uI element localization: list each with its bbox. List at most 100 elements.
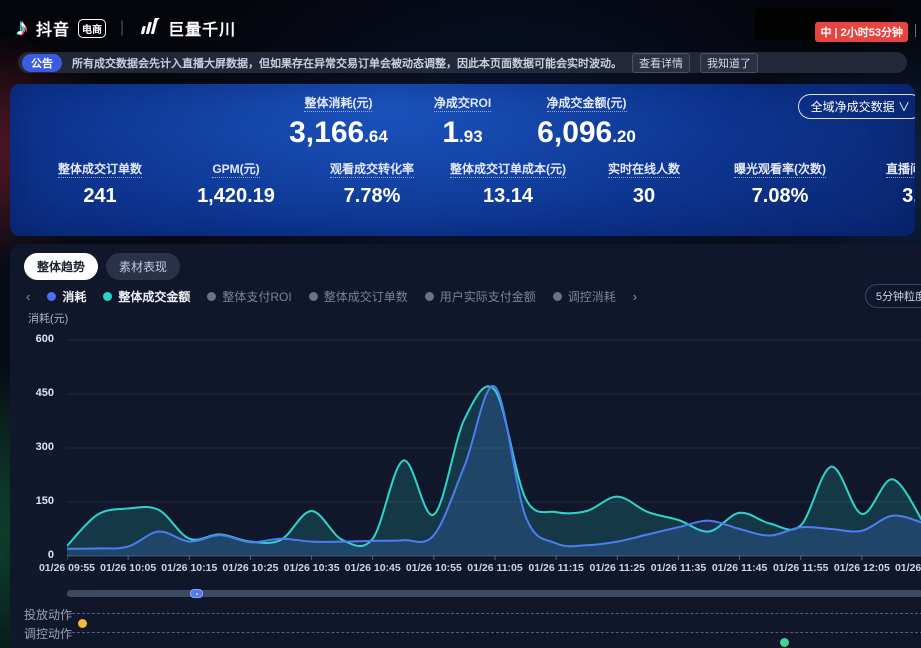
x-axis-tick-label: 01/26 11:55	[772, 562, 829, 574]
stat-label-text: 净成交金额(元)	[546, 96, 627, 112]
stat-value: 1.93	[434, 117, 491, 153]
secondary-stat: GPM(元) 1,420.19	[168, 160, 304, 208]
legend-next-icon[interactable]: ›	[632, 288, 638, 304]
y-axis-tick-label: 150	[35, 495, 54, 507]
granularity-selector[interactable]: 5分钟粒度	[864, 284, 921, 308]
legend-item-label: 用户实际支付金额	[439, 290, 536, 304]
stat-label: 观看成交转化率	[304, 160, 440, 178]
stat-value: 241	[83, 185, 117, 207]
douyin-wordmark: 抖音	[36, 22, 71, 39]
legend-item-label: 消耗	[62, 290, 87, 304]
live-duration-badge: 中 | 2小时53分钟	[815, 22, 908, 42]
legend-item[interactable]: 调控消耗	[552, 288, 616, 305]
stat-label: 整体成交订单数	[32, 160, 168, 178]
line-chart	[67, 334, 921, 566]
legend-dot-icon	[47, 292, 57, 301]
legend-dot-icon	[308, 292, 318, 301]
action-event-dot[interactable]	[780, 638, 790, 647]
stat-label-text: 整体成交订单数	[57, 162, 142, 178]
stat-label: GPM(元)	[168, 160, 304, 178]
action-event-dot[interactable]	[78, 619, 88, 628]
legend-dot-icon	[552, 292, 562, 301]
stat-label: 曝光观看率(次数)	[712, 160, 848, 178]
stat-label-text: 整体消耗(元)	[304, 96, 373, 112]
legend-dot-icon	[424, 292, 434, 301]
legend-row: ‹ 消耗 整体成交金额 整体支付ROI 整体成交订单数 用户实际支付金额 调控消耗 ›	[26, 288, 831, 305]
y-axis-tick-label: 600	[35, 333, 54, 345]
top-header: ♪ 抖音 电商 | 巨量千川 中 | 2小时53分钟	[0, 0, 921, 50]
legend-item[interactable]: 整体成交订单数	[308, 288, 408, 305]
action-dashed-line	[67, 613, 921, 628]
stat-value: 1,420.19	[197, 185, 275, 207]
stat-label-text: 直播间整体	[885, 162, 915, 178]
stat-label-text: 整体成交订单成本(元)	[450, 162, 566, 178]
ecommerce-badge: 电商	[78, 18, 107, 38]
stat-label: 净成交ROI	[433, 94, 492, 112]
scrollbar-handle[interactable]	[190, 589, 204, 598]
primary-stats-row: 整体消耗(元) 3,166.64 净成交ROI 1.93 净成交金额(元) 6,096.2…	[10, 94, 915, 153]
primary-stat: 净成交金额(元) 6,096.20	[537, 94, 636, 153]
stat-label-text: 观看成交转化率	[329, 162, 414, 178]
view-details-button[interactable]: 查看详情	[632, 52, 690, 73]
legend-item[interactable]: 用户实际支付金额	[424, 288, 536, 305]
stat-value: 13.14	[482, 185, 534, 207]
legend-items: 消耗 整体成交金额 整体支付ROI 整体成交订单数 用户实际支付金额 调控消耗	[47, 288, 616, 305]
stat-label-text: 净成交ROI	[433, 96, 492, 112]
action-row-1: 投放动作	[10, 604, 921, 628]
legend-item[interactable]: 消耗	[47, 288, 86, 305]
stat-label: 整体消耗(元)	[289, 94, 388, 112]
action-dashed-line	[67, 632, 921, 647]
trend-panel: 整体趋势 素材表现 ‹ 消耗 整体成交金额 整体支付ROI 整体成交订单数 用户实际支付金…	[10, 244, 921, 648]
stat-label: 直播间整体	[848, 160, 915, 178]
secondary-stat: 整体成交订单数 241	[32, 160, 168, 208]
stat-value: 6,096.20	[537, 117, 636, 153]
header-divider	[915, 24, 916, 37]
x-axis-tick-label: 01/26 09:55	[38, 562, 96, 574]
stat-label-text: 实时在线人数	[607, 162, 680, 178]
x-axis-tick-label: 01/26 11:45	[711, 562, 768, 574]
stat-value: 7.08%	[751, 185, 809, 207]
x-axis-tick-label: 01/26 10:05	[100, 562, 157, 574]
trend-tabs: 整体趋势 素材表现	[24, 253, 181, 280]
x-axis-tick-label: 01/26 11:05	[467, 562, 523, 574]
legend-item-label: 整体成交金额	[118, 290, 191, 304]
action-row-2: 调控动作	[10, 623, 921, 647]
primary-stat: 整体消耗(元) 3,166.64	[289, 94, 388, 153]
announcement-bar: 公告 所有成交数据会先计入直播大屏数据，但如果存在异常交易订单会被动态调整，因此…	[18, 52, 907, 73]
x-axis-tick-label: 01/26 10:45	[344, 562, 401, 574]
chart-scrollbar[interactable]	[67, 589, 921, 598]
stat-label: 整体成交订单成本(元)	[440, 160, 576, 178]
legend-item-label: 调控消耗	[567, 290, 616, 304]
tab-inactive[interactable]: 素材表现	[106, 253, 181, 280]
secondary-stat: 直播间整体 3,0	[848, 160, 915, 208]
legend-item[interactable]: 整体成交金额	[103, 288, 190, 305]
brand-area: ♪ 抖音 电商 | 巨量千川	[16, 16, 236, 40]
x-axis-tick-label: 01/26 10:25	[222, 562, 279, 574]
announcement-badge: 公告	[22, 53, 62, 72]
action-row-label: 投放动作	[24, 608, 73, 622]
stat-label-text: 曝光观看率(次数)	[734, 162, 826, 178]
x-axis-tick-label: 01/26 11:25	[589, 562, 646, 574]
announcement-text: 所有成交数据会先计入直播大屏数据，但如果存在异常交易订单会被动态调整，因此本页面…	[72, 57, 622, 70]
legend-item[interactable]: 整体支付ROI	[207, 288, 292, 305]
secondary-stat: 观看成交转化率 7.78%	[304, 160, 440, 208]
x-axis-tick-label: 01/26 10:15	[161, 562, 218, 574]
x-axis-tick-label: 01/26 12:15	[894, 562, 921, 574]
got-it-button[interactable]: 我知道了	[700, 52, 758, 73]
legend-dot-icon	[207, 292, 217, 301]
tab-active[interactable]: 整体趋势	[24, 253, 99, 280]
y-axis-tick-label: 0	[47, 549, 54, 561]
stat-label-text: GPM(元)	[212, 162, 260, 178]
secondary-stat: 整体成交订单成本(元) 13.14	[440, 160, 576, 208]
data-scope-selector[interactable]: 全域净成交数据 ∨	[797, 94, 915, 119]
legend-item-label: 整体成交订单数	[323, 290, 408, 304]
stat-value: 7.78%	[343, 185, 401, 207]
chevron-down-icon: ∨	[897, 100, 910, 114]
stats-panel: 整体消耗(元) 3,166.64 净成交ROI 1.93 净成交金额(元) 6,096.2…	[10, 84, 915, 236]
x-axis-tick-label: 01/26 10:35	[283, 562, 340, 574]
legend-dot-icon	[103, 292, 113, 301]
qianchuan-logo-icon	[138, 17, 160, 40]
legend-prev-icon[interactable]: ‹	[26, 288, 31, 304]
secondary-stat: 曝光观看率(次数) 7.08%	[712, 160, 848, 208]
